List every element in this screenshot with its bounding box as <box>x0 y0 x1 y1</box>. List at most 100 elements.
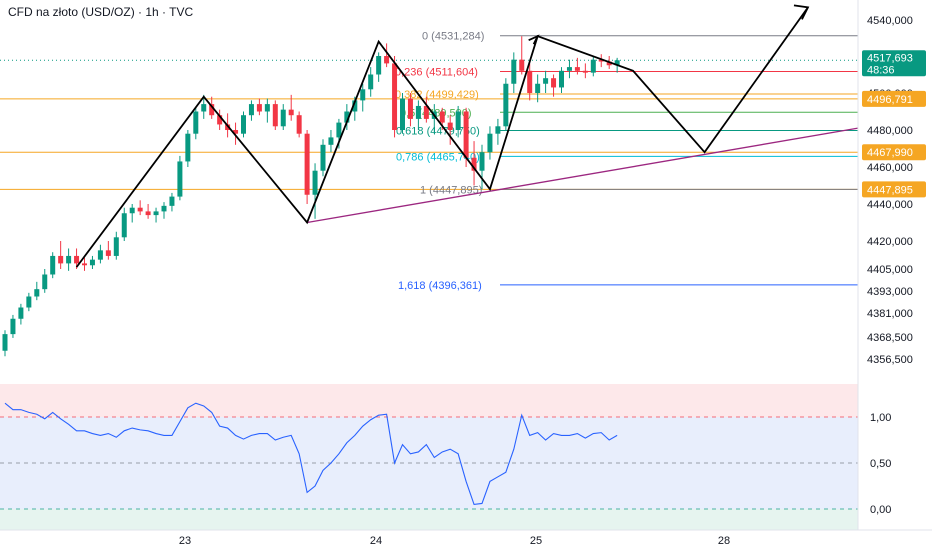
candle-body <box>352 100 358 112</box>
time-tick-label: 28 <box>718 535 730 547</box>
fib-level-label: 1 (4447,895) <box>420 184 482 196</box>
candle-body <box>447 122 453 130</box>
candle-body <box>26 296 32 308</box>
current-price-badge <box>862 50 926 77</box>
candle-body <box>527 70 533 93</box>
candle-body <box>400 98 405 130</box>
time-tick-label: 23 <box>179 535 191 547</box>
candle-body <box>272 104 278 127</box>
candle-body <box>241 115 246 134</box>
candle-body <box>82 263 87 266</box>
candle-body <box>320 144 326 171</box>
chart-title: CFD na złoto (USD/OZ) · 1h · TVC <box>8 5 194 19</box>
candle-body <box>574 67 580 71</box>
fib-level-label: 0,786 (4465,740) <box>396 151 480 163</box>
fib-level-label: 0,382 (4499,429) <box>395 89 479 101</box>
fib-level-label: 0 (4531,284) <box>422 31 484 43</box>
candle-body <box>2 334 8 351</box>
candle-body <box>280 109 286 127</box>
fib-level-label: 1,618 (4396,361) <box>398 280 482 292</box>
level-price-badge <box>862 144 926 161</box>
candle-body <box>479 152 485 171</box>
level-price-badge-value: 4447,895 <box>867 184 913 196</box>
candle-body <box>455 111 461 130</box>
candle-body <box>161 205 167 212</box>
candle-body <box>392 63 398 130</box>
candle-body <box>34 289 40 297</box>
candle-body <box>368 74 374 90</box>
candle-body <box>145 211 151 216</box>
candle-body <box>606 61 612 66</box>
candle-body <box>74 255 80 264</box>
candle-body <box>376 56 382 75</box>
candle-body <box>614 60 620 66</box>
level-price-badge-value: 4467,990 <box>867 147 913 159</box>
candle-body <box>50 255 56 275</box>
candle-body <box>89 259 95 266</box>
candle-body <box>129 207 135 214</box>
candle-body <box>217 115 223 125</box>
price-tick-label: 4420,000 <box>867 236 913 248</box>
rsi-tick-label: 0,50 <box>870 458 891 470</box>
level-price-badge-value: 4496,791 <box>867 94 913 106</box>
candle-body <box>248 104 254 116</box>
candle-body <box>471 157 477 171</box>
price-tick-label: 4405,000 <box>867 264 913 276</box>
candle-body <box>582 70 588 73</box>
zigzag-peak-arrow <box>528 34 540 45</box>
rsi-line <box>4 402 618 505</box>
candle-body <box>193 111 199 134</box>
candle-body <box>66 255 72 264</box>
candle-body <box>177 161 183 197</box>
candle-body <box>487 133 493 153</box>
candle-body <box>423 105 429 119</box>
candle-body <box>503 83 509 127</box>
candle-body <box>511 59 517 84</box>
current-price-badge-countdown: 48:36 <box>867 64 895 76</box>
candle-body <box>201 104 207 112</box>
price-tick-label: 4540,000 <box>867 15 913 27</box>
time-tick-label: 24 <box>370 535 382 547</box>
candle-body <box>225 124 231 130</box>
candle-body <box>58 255 64 264</box>
candle-body <box>10 318 16 335</box>
candle-body <box>519 59 525 71</box>
candle-body <box>495 126 501 134</box>
candle-body <box>304 133 310 195</box>
level-price-badge <box>862 90 926 107</box>
price-tick-label: 4480,000 <box>867 125 913 137</box>
zigzag-arrow-head <box>793 4 810 20</box>
time-tick-label: 25 <box>530 535 542 547</box>
candle-body <box>551 78 557 88</box>
candle-body <box>42 274 48 290</box>
candle-body <box>384 56 390 64</box>
rsi-tick-label: 0,00 <box>870 504 891 516</box>
candle-body <box>105 250 111 256</box>
candle-body <box>153 211 159 216</box>
candle-body <box>18 307 24 319</box>
candle-body <box>463 111 469 158</box>
candle-body <box>590 59 596 73</box>
price-tick-label: 4368,500 <box>867 332 913 344</box>
candle-body <box>559 70 564 88</box>
candle-body <box>288 109 294 116</box>
current-price-badge-value: 4517,693 <box>867 52 913 64</box>
trend-line <box>306 127 859 224</box>
price-tick-label: 4393,000 <box>867 286 913 298</box>
candle-body <box>233 130 239 134</box>
candle-body <box>312 170 318 195</box>
level-price-badge <box>862 181 926 198</box>
candle-body <box>543 78 549 84</box>
price-tick-label: 4460,000 <box>867 162 913 174</box>
candle-body <box>328 137 334 145</box>
candle-body <box>185 133 191 162</box>
price-tick-label: 4381,000 <box>867 308 913 320</box>
candle-body <box>113 237 119 256</box>
candle-body <box>566 67 572 71</box>
candle-body <box>296 115 302 134</box>
candle-body <box>344 111 350 123</box>
candle-body <box>121 213 127 238</box>
candle-body <box>439 111 445 123</box>
zigzag-projection-line <box>75 6 809 268</box>
